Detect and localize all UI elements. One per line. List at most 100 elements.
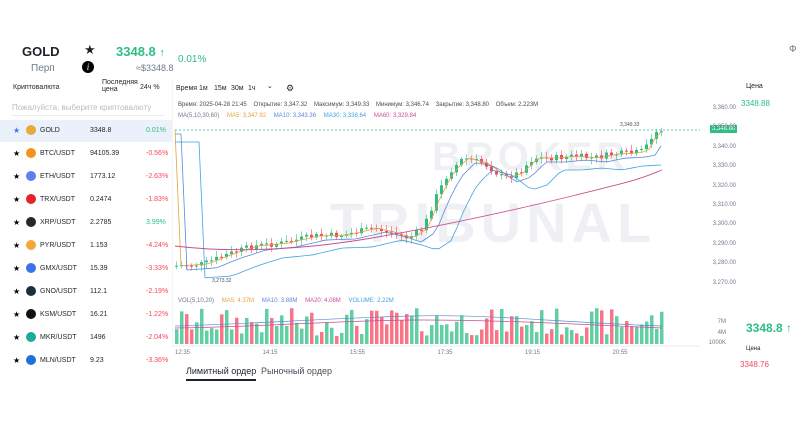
volume-tick-label: 1000K [708, 340, 726, 346]
coin-price: 15.39 [90, 265, 108, 272]
volume-bar [600, 310, 604, 344]
favorite-star-icon[interactable]: ★ [13, 241, 21, 250]
volume-bar [270, 318, 274, 344]
coin-change: 0.01% [146, 127, 166, 134]
candle [475, 159, 478, 161]
candle [615, 154, 618, 156]
volume-bar [590, 311, 594, 344]
coin-name: GNO/USDT [40, 288, 77, 295]
chevron-down-icon[interactable]: ⌄ [267, 83, 273, 90]
list-item[interactable]: ★ PYR/USDT 1.153 -4.24% [0, 235, 172, 257]
orderbook-bid-price[interactable]: 3348.76 [740, 360, 769, 369]
candle [225, 253, 228, 258]
volume-bar [395, 312, 399, 344]
tf-30m[interactable]: 30м [231, 85, 244, 92]
list-item[interactable]: ★ MLN/USDT 9.23 -3.36% [0, 350, 172, 372]
tf-1m[interactable]: 1м [199, 85, 208, 92]
favorite-star-icon[interactable]: ★ [84, 42, 96, 57]
list-item[interactable]: ★ GMX/USDT 15.39 -3.33% [0, 258, 172, 280]
volume-bar [505, 331, 509, 344]
volume-bar [425, 335, 429, 344]
candle [290, 240, 293, 242]
coin-name: MKR/USDT [40, 334, 77, 341]
volume-bar [195, 322, 199, 344]
usd-price: ≈$3348.8 [136, 63, 174, 73]
candlestick-chart[interactable] [172, 78, 738, 380]
favorite-star-icon[interactable]: ★ [13, 356, 21, 365]
volume-bar [310, 312, 314, 344]
favorite-star-icon[interactable]: ★ [13, 218, 21, 227]
volume-bar [610, 309, 614, 344]
column-crypto[interactable]: Криптовалюта [13, 84, 60, 91]
list-item[interactable]: ★ BTC/USDT 94105.39 -0.56% [0, 143, 172, 165]
volume-bar [475, 335, 479, 344]
ma10-line [175, 133, 662, 271]
volume-bar [285, 325, 289, 344]
tf-15m[interactable]: 15м [214, 85, 227, 92]
tf-1h[interactable]: 1ч [248, 85, 256, 92]
coin-change: 3.99% [146, 219, 166, 226]
coin-icon [26, 125, 36, 135]
volume-bar [210, 328, 214, 344]
volume-bar [450, 331, 454, 344]
low-marker: 3,273.32 [212, 278, 232, 284]
search-input[interactable]: Пожалуйста, выберите криптовалюту [12, 100, 164, 116]
candle [560, 155, 563, 160]
favorite-star-icon[interactable]: ★ [13, 287, 21, 296]
chart-panel: Время 1м 15м 30м 1ч ⌄ ⚙ Время: 2025-04-2… [172, 78, 738, 380]
tab-limit-order[interactable]: Лимитный ордер [186, 366, 257, 381]
orderbook-last-price: 3348.8 ↑ [746, 321, 793, 335]
favorite-star-icon[interactable]: ★ [13, 310, 21, 319]
list-item[interactable]: ★ TRX/USDT 0.2474 -1.83% [0, 189, 172, 211]
volume-bar [275, 325, 279, 344]
favorite-star-icon[interactable]: ★ [13, 264, 21, 273]
volume-bar [495, 330, 499, 344]
candle [405, 235, 408, 239]
favorite-star-icon[interactable]: ★ [13, 333, 21, 342]
candle [330, 232, 333, 236]
volume-bar [360, 334, 364, 344]
candle [365, 227, 368, 229]
list-item[interactable]: ★ ETH/USDT 1773.12 -2.63% [0, 166, 172, 188]
volume-bar [350, 309, 354, 344]
y-tick-label: 3,290.00 [712, 240, 736, 247]
column-last-price[interactable]: Последняя цена [84, 79, 138, 93]
orderbook-ask-price[interactable]: 3348.88 [741, 99, 770, 108]
candle [595, 155, 598, 158]
volume-bar [385, 324, 389, 344]
favorite-star-icon[interactable]: ★ [13, 172, 21, 181]
volume-bar [635, 326, 639, 344]
coin-name: ETH/USDT [40, 173, 75, 180]
candle [400, 234, 403, 236]
candle [435, 194, 438, 211]
candle [660, 131, 663, 133]
list-item[interactable]: ★ KSM/USDT 16.21 -1.22% [0, 304, 172, 326]
candle [610, 152, 613, 156]
candle [440, 185, 443, 195]
tab-market-order[interactable]: Рыночный ордер [261, 366, 332, 376]
favorite-star-icon[interactable]: ★ [13, 195, 21, 204]
candle [570, 154, 573, 157]
vol-ma20: MA20: 4.08M [305, 298, 341, 304]
candle [425, 218, 428, 231]
gear-icon[interactable]: ⚙ [286, 83, 295, 93]
candle [245, 245, 248, 248]
candle [340, 235, 343, 237]
coin-name: GMX/USDT [40, 265, 77, 272]
candle [255, 245, 258, 250]
candle [650, 138, 653, 145]
favorite-star-icon[interactable]: ★ [13, 126, 21, 135]
volume-bar [340, 332, 344, 344]
list-item[interactable]: ★ XRP/USDT 2.2785 3.99% [0, 212, 172, 234]
candle [420, 229, 423, 231]
column-change[interactable]: 24ч % [140, 84, 160, 91]
ohlc-info: Время: 2025-04-28 21:45 Открытие: 3,347.… [178, 102, 543, 108]
list-item[interactable]: ★ GNO/USDT 112.1 -2.19% [0, 281, 172, 303]
info-icon[interactable]: i [82, 61, 94, 73]
candle [530, 161, 533, 166]
list-item[interactable]: ★ GOLD 3348.8 0.01% [0, 120, 172, 142]
list-item[interactable]: ★ MKR/USDT 1496 -2.04% [0, 327, 172, 349]
vol-label: VOL(5,10,20) [178, 298, 215, 304]
volume-bar [175, 329, 179, 344]
favorite-star-icon[interactable]: ★ [13, 149, 21, 158]
